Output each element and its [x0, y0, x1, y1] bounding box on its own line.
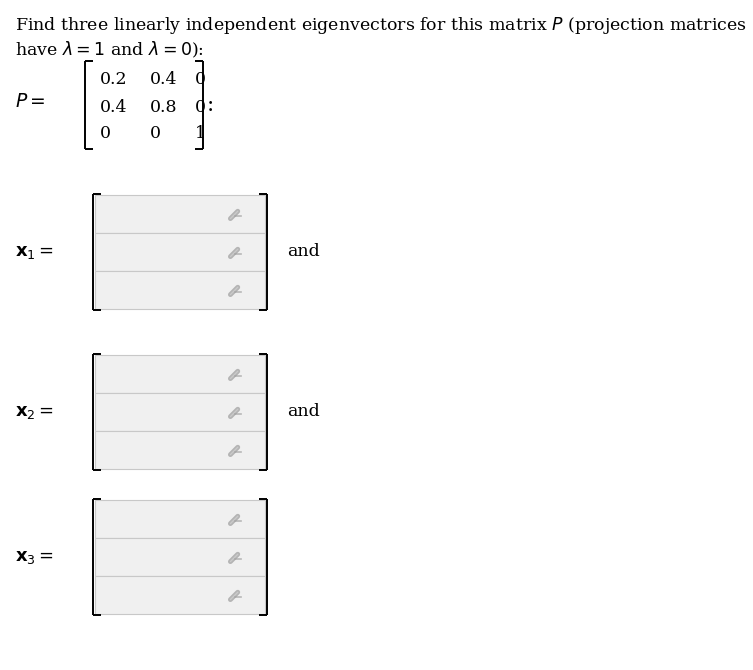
- Text: and: and: [287, 403, 320, 421]
- Text: have $\lambda = 1$ and $\lambda = 0$):: have $\lambda = 1$ and $\lambda = 0$):: [15, 40, 204, 60]
- Text: 0: 0: [195, 72, 206, 88]
- Text: 1: 1: [195, 125, 206, 143]
- Text: Find three linearly independent eigenvectors for this matrix $P$ (projection mat: Find three linearly independent eigenvec…: [15, 15, 747, 36]
- Bar: [95, 431, 265, 469]
- Bar: [95, 271, 265, 309]
- Bar: [95, 500, 265, 538]
- Bar: [95, 355, 265, 393]
- Bar: [95, 538, 265, 576]
- Text: $\mathbf{x}_2 =$: $\mathbf{x}_2 =$: [15, 403, 54, 421]
- Text: 0: 0: [100, 125, 111, 143]
- Bar: [95, 233, 265, 271]
- Text: $\mathbf{x}_1 =$: $\mathbf{x}_1 =$: [15, 243, 54, 261]
- Text: $\mathbf{x}_3 =$: $\mathbf{x}_3 =$: [15, 548, 54, 566]
- Text: $P=$: $P=$: [15, 93, 46, 111]
- Text: 0.4: 0.4: [150, 72, 178, 88]
- Bar: [95, 576, 265, 614]
- Text: 0.2: 0.2: [100, 72, 127, 88]
- Text: 0: 0: [195, 98, 206, 115]
- Text: 0.8: 0.8: [150, 98, 178, 115]
- Text: 0: 0: [150, 125, 161, 143]
- Text: :: :: [207, 94, 215, 116]
- Text: and: and: [287, 243, 320, 261]
- Text: 0.4: 0.4: [100, 98, 127, 115]
- Bar: [95, 393, 265, 431]
- Bar: [95, 195, 265, 233]
